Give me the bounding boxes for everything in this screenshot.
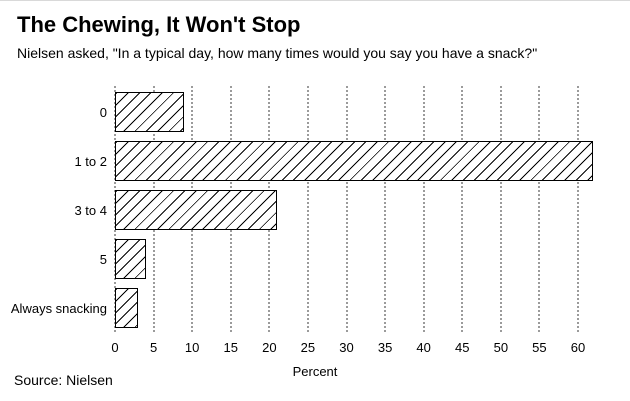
x-tick-label: 25	[300, 340, 316, 355]
gridline-55	[538, 86, 541, 332]
bar-1-to-2	[115, 141, 594, 181]
gridline-35	[384, 86, 387, 332]
source-note: Source: Nielsen	[14, 372, 113, 388]
category-label: 5	[99, 251, 107, 267]
x-tick-label: 60	[570, 340, 586, 355]
bar-always-snacking	[115, 288, 139, 328]
bar-3-to-4	[115, 190, 278, 230]
category-label: 0	[99, 104, 107, 120]
x-tick-label: 45	[455, 340, 470, 355]
x-tick-label: 50	[493, 340, 509, 355]
page-subtitle: Nielsen asked, "In a typical day, how ma…	[17, 45, 538, 61]
x-tick-label: 55	[532, 340, 547, 355]
gridline-45	[461, 86, 464, 332]
x-tick-label: 20	[262, 340, 277, 355]
x-tick-label: 0	[111, 340, 119, 355]
gridline-60	[577, 86, 579, 332]
gridline-25	[306, 86, 309, 332]
plot-area	[114, 86, 615, 332]
page-title: The Chewing, It Won't Stop	[17, 12, 301, 37]
gridline-40	[422, 86, 425, 332]
x-tick-label: 10	[184, 340, 200, 355]
category-label: 3 to 4	[74, 202, 107, 218]
category-label: Always snacking	[10, 300, 107, 316]
x-tick-label: 5	[149, 340, 158, 355]
bar-0	[115, 92, 185, 132]
x-tick-label: 40	[416, 340, 431, 355]
x-tick-label: 30	[339, 340, 354, 355]
x-tick-label: 15	[223, 340, 238, 355]
x-axis-title: Percent	[292, 364, 338, 379]
x-tick-label: 35	[377, 340, 393, 355]
bar-5	[115, 239, 146, 279]
gridline-30	[345, 86, 348, 332]
category-label: 1 to 2	[74, 153, 107, 169]
gridline-50	[499, 86, 502, 332]
